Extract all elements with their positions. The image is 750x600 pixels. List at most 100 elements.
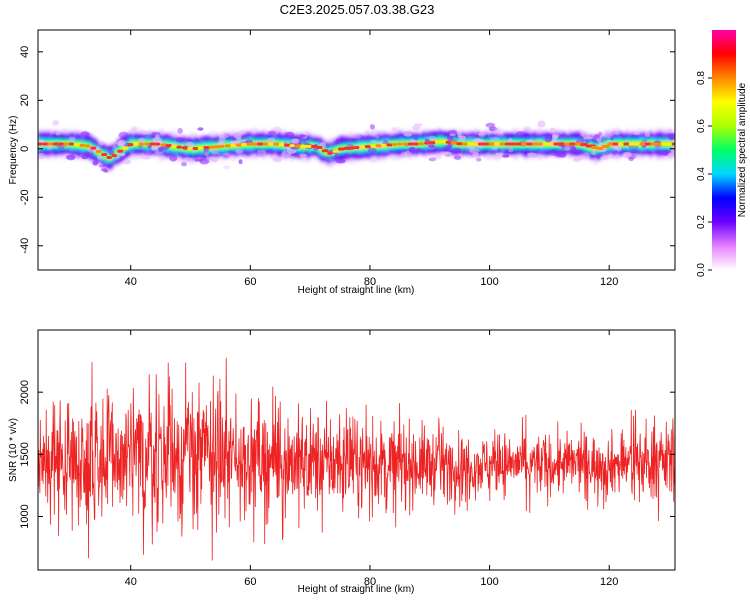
spectral-speckle [491, 146, 498, 151]
spectral-speckle [97, 157, 105, 161]
spectral-speckle [183, 156, 193, 162]
spectral-speckle [391, 126, 397, 131]
spectral-speckle [267, 130, 277, 136]
snr-y-axis-label: SNR (10 * v/v) [8, 418, 19, 482]
snr-y-tick-label: 1000 [19, 504, 31, 528]
spectral-speckle [268, 149, 275, 154]
spectrogram-x-ticks: 40 60 80 100 120 [125, 30, 618, 288]
spectral-speckle [66, 154, 76, 161]
spectrogram-frame [37, 29, 676, 271]
spectral-speckle [235, 149, 244, 154]
spectral-speckle [112, 144, 117, 150]
spectrogram-y-tick-label: 0 [19, 146, 31, 152]
spectrogram-y-tick-label: -40 [19, 238, 31, 254]
spectral-speckle [660, 149, 670, 156]
spectral-speckle [555, 150, 562, 158]
spectral-speckle [457, 131, 462, 138]
spectral-ridge-core [38, 140, 675, 160]
spectral-speckle [453, 147, 462, 154]
spectral-speckle [118, 131, 129, 139]
spectral-speckle [291, 138, 300, 144]
snr-y-tick-label: 2000 [19, 380, 31, 404]
spectral-speckle [154, 134, 160, 140]
spectral-speckle [495, 128, 500, 134]
colorbar-ticks: 0.0 0.2 0.4 0.6 0.8 [696, 71, 712, 277]
spectrogram-x-tick-label: 40 [125, 276, 137, 288]
spectral-speckle [180, 161, 188, 167]
spectral-speckle [228, 150, 233, 156]
spectral-speckle [666, 128, 672, 133]
spectral-speckle [469, 147, 476, 154]
spectral-speckle [447, 129, 457, 134]
spectral-speckle [122, 159, 132, 165]
spectral-speckle [55, 132, 61, 136]
spectral-speckle [403, 132, 413, 137]
spectral-speckle [142, 155, 151, 160]
spectral-speckle [209, 148, 219, 154]
snr-series-line [38, 357, 675, 561]
spectral-speckle [581, 133, 586, 137]
spectral-speckle [353, 154, 360, 158]
spectrogram-panel: 40 60 80 100 120 -40 -20 0 20 40 Height of strai… [8, 29, 676, 296]
spectral-speckle [591, 151, 596, 156]
spectral-speckle [175, 137, 184, 143]
snr-y-ticks: 1000 1500 2000 [19, 380, 675, 529]
spectral-speckle [369, 124, 375, 130]
snr-x-tick-label: 40 [125, 576, 137, 588]
spectral-speckle [600, 156, 609, 160]
snr-panel: 40 60 80 100 120 1000 1500 2000 Height of stra… [8, 329, 676, 595]
spectral-speckle [370, 139, 378, 143]
spectral-speckle [222, 152, 233, 157]
spectral-speckle [141, 131, 150, 135]
spectral-speckle [502, 154, 510, 158]
spectral-speckle [557, 151, 567, 158]
spectral-speckle [397, 149, 405, 154]
spectral-speckle [641, 138, 648, 144]
spectral-speckle [38, 152, 45, 160]
spectral-speckle [211, 152, 221, 156]
spectral-speckle [449, 132, 456, 137]
spectral-speckle [98, 164, 105, 168]
spectral-speckle [523, 126, 532, 133]
spectral-speckle [504, 149, 512, 154]
spectral-speckle [197, 127, 204, 131]
spectral-speckle [584, 139, 590, 145]
snr-x-tick-label: 100 [480, 576, 498, 588]
spectral-speckle [628, 156, 635, 162]
spectral-speckle [485, 122, 496, 128]
spectral-speckle [476, 157, 482, 162]
snr-x-ticks: 40 60 80 100 120 [125, 330, 618, 588]
spectral-speckle [238, 159, 243, 165]
spectral-speckle [572, 157, 581, 163]
spectral-speckle [655, 149, 662, 154]
spectral-speckle [68, 136, 76, 143]
spectral-speckle [495, 152, 503, 158]
spectral-speckle [375, 135, 380, 139]
spectral-speckle [185, 141, 194, 148]
spectral-speckle [644, 131, 651, 137]
spectral-speckle [205, 156, 214, 161]
spectral-speckle [80, 131, 90, 137]
spectral-speckle [415, 148, 423, 153]
spectral-speckle [555, 130, 564, 134]
spectral-speckle [544, 135, 553, 143]
spectral-speckle [428, 157, 437, 162]
spectral-speckle [273, 126, 282, 132]
spectral-speckle [298, 153, 308, 157]
spectrogram-x-tick-label: 100 [480, 276, 498, 288]
chart-title: C2E3.2025.057.03.38.G23 [279, 2, 435, 17]
spectral-speckle [46, 145, 53, 151]
spectrogram-y-axis-label: Frequency (Hz) [8, 116, 19, 185]
spectral-speckle [335, 138, 340, 145]
spectral-speckle [424, 138, 431, 143]
spectral-speckle [593, 134, 600, 139]
spectral-speckle [238, 129, 245, 136]
spectral-speckle [151, 146, 161, 150]
spectral-speckle [335, 159, 346, 164]
spectrogram-y-tick-label: 40 [19, 46, 31, 58]
spectral-speckle [131, 126, 138, 132]
spectral-speckle [667, 133, 675, 140]
colorbar-tick-label: 0.4 [696, 167, 707, 181]
spectral-speckle [344, 153, 350, 158]
